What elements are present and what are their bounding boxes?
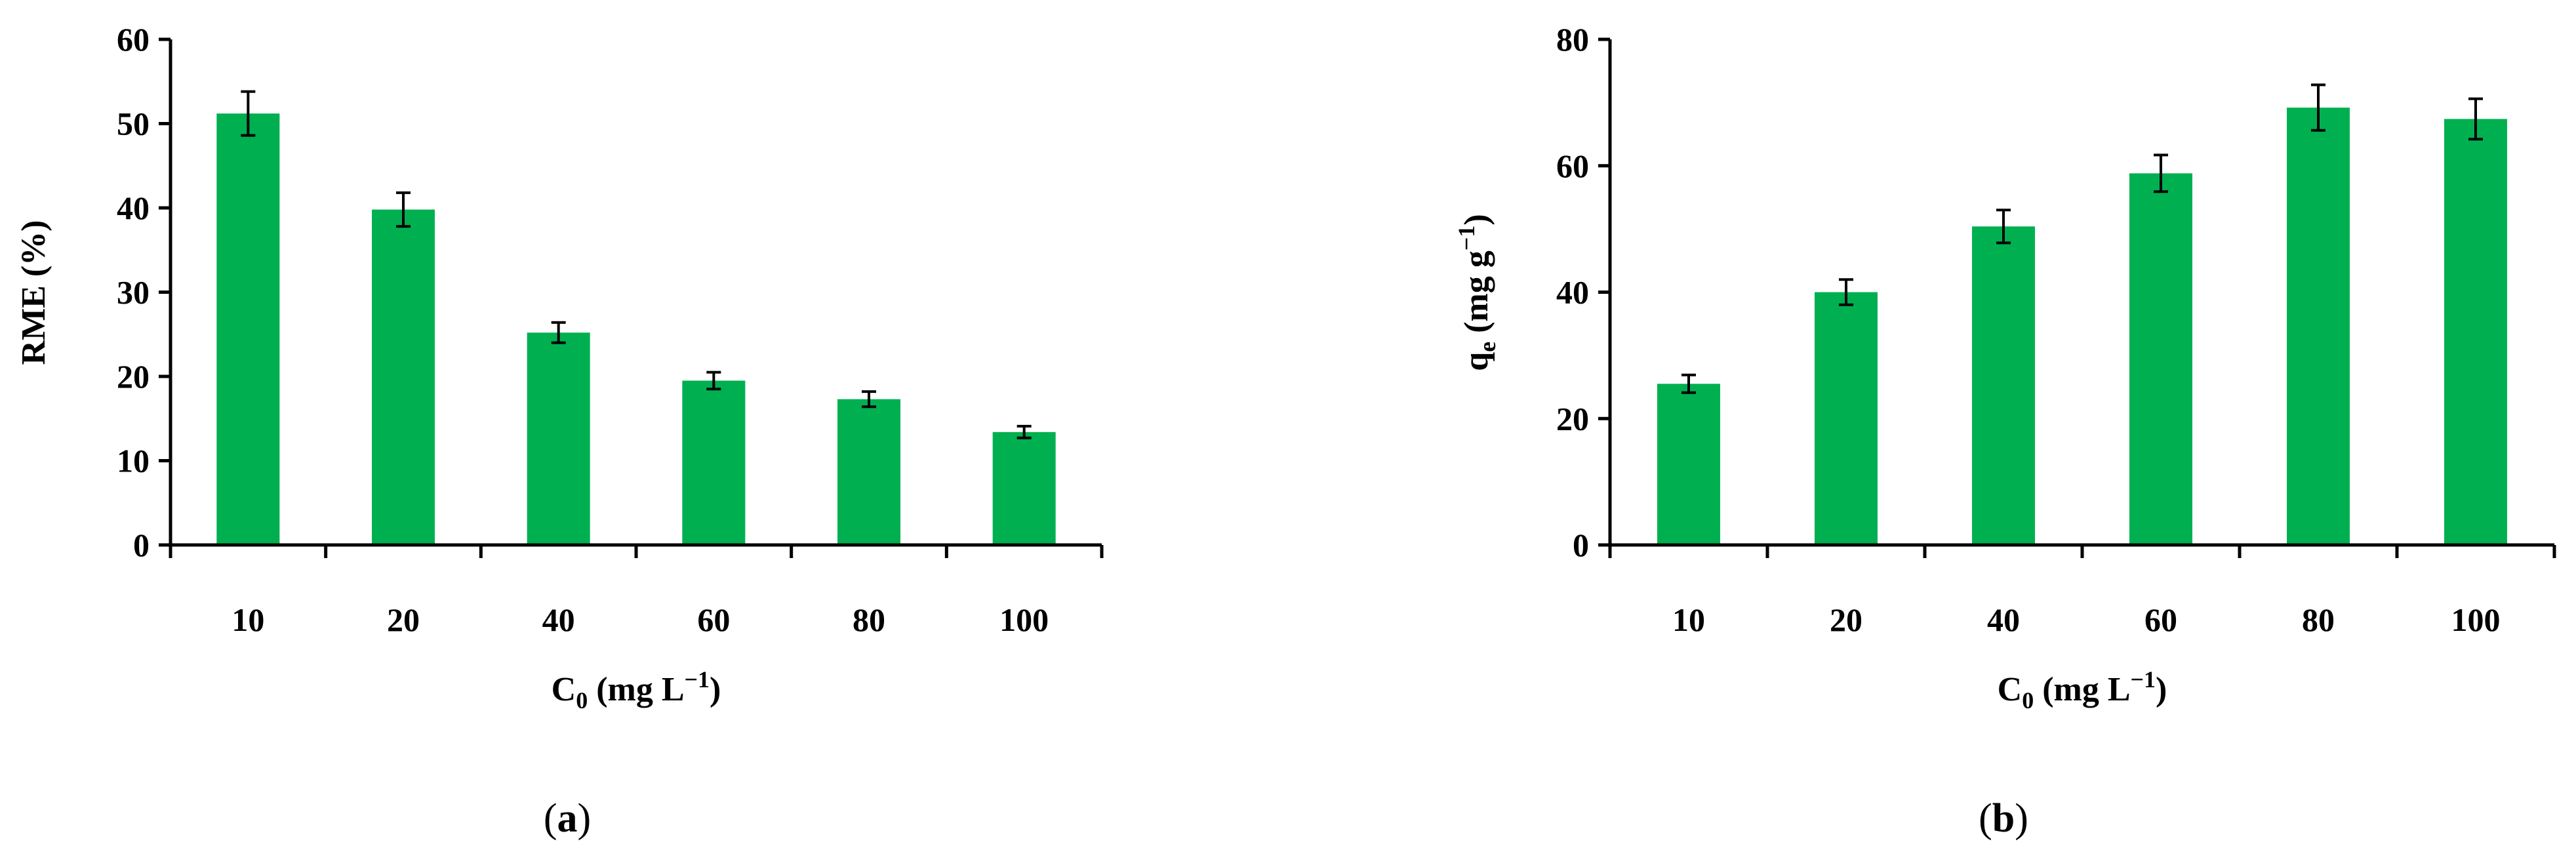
panel-label-b-letter: b bbox=[1992, 796, 2015, 841]
bar-b-20 bbox=[1815, 292, 1878, 545]
y-axis-title-a: RME (%) bbox=[15, 220, 52, 365]
x-axis-title-b-close: ) bbox=[2156, 671, 2167, 708]
panel-label-b: (b) bbox=[1979, 796, 2028, 841]
bar-a-100 bbox=[992, 432, 1056, 545]
panel-label-a-close: ) bbox=[578, 796, 592, 841]
x-axis-title-b-sup: −1 bbox=[2131, 666, 2156, 693]
error-bar-b-20 bbox=[1839, 278, 1853, 306]
bar-a-10 bbox=[216, 113, 280, 545]
error-bar-a-60 bbox=[706, 371, 721, 391]
panel-label-a: (a) bbox=[544, 796, 591, 841]
bar-a-40 bbox=[527, 332, 590, 545]
bar-b-80 bbox=[2287, 108, 2350, 545]
y-tick-label-a-30: 30 bbox=[117, 274, 150, 311]
x-tick-label-a-40: 40 bbox=[542, 601, 575, 638]
x-axis-title-a: C0 (mg L−1) bbox=[552, 666, 721, 714]
y-tick-label-a-50: 50 bbox=[117, 106, 150, 142]
y-tick-label-a-40: 40 bbox=[117, 190, 150, 226]
x-ticks-b: 10 20 40 60 80 100 bbox=[1608, 545, 2556, 638]
y-axis-title-b-close: ) bbox=[1458, 214, 1495, 225]
y-tick-label-a-20: 20 bbox=[117, 358, 150, 395]
error-bar-a-20 bbox=[396, 191, 411, 228]
y-tick-label-b-60: 60 bbox=[1556, 148, 1589, 184]
bars-a bbox=[216, 113, 1056, 545]
error-bar-a-80 bbox=[862, 390, 876, 409]
x-tick-label-b-10: 10 bbox=[1672, 601, 1705, 638]
bar-b-60 bbox=[2129, 173, 2192, 545]
error-bar-a-40 bbox=[551, 321, 566, 344]
bar-a-80 bbox=[837, 399, 900, 545]
y-tick-label-b-40: 40 bbox=[1556, 274, 1589, 311]
y-tick-label-a-60: 60 bbox=[117, 21, 150, 58]
y-ticks-b: 0 20 40 60 80 bbox=[1556, 21, 1610, 563]
y-tick-label-a-10: 10 bbox=[117, 443, 150, 479]
y-axis-title-b-sub: e bbox=[1474, 342, 1500, 352]
error-bars-b bbox=[1681, 83, 2483, 394]
x-ticks-a: 10 20 40 60 80 100 bbox=[169, 545, 1104, 638]
y-axis-title-b-sup: −1 bbox=[1453, 226, 1479, 251]
error-bar-a-10 bbox=[241, 90, 256, 137]
y-ticks-a: 0 10 20 30 40 50 60 bbox=[117, 21, 171, 563]
error-bar-b-80 bbox=[2311, 83, 2325, 132]
bar-a-60 bbox=[682, 380, 746, 545]
x-axis-title-b: C0 (mg L−1) bbox=[1998, 666, 2167, 714]
panel-label-b-close: ) bbox=[2015, 796, 2028, 841]
error-bar-a-100 bbox=[1016, 424, 1032, 439]
error-bar-b-10 bbox=[1681, 373, 1696, 394]
x-axis-title-a-close: ) bbox=[710, 671, 721, 708]
y-tick-label-b-20: 20 bbox=[1556, 400, 1589, 437]
x-axis-title-b-unit: (mg L bbox=[2034, 671, 2130, 708]
x-axis-title-a-sup: −1 bbox=[685, 666, 710, 693]
y-axis-title-b-unit: (mg g bbox=[1458, 251, 1495, 342]
x-tick-label-b-40: 40 bbox=[1987, 601, 2020, 638]
error-bar-b-100 bbox=[2468, 97, 2483, 141]
bars-b bbox=[1657, 108, 2507, 545]
x-tick-label-a-20: 20 bbox=[387, 601, 420, 638]
x-tick-label-a-60: 60 bbox=[697, 601, 730, 638]
x-tick-label-b-100: 100 bbox=[2451, 601, 2501, 638]
bar-a-20 bbox=[372, 209, 435, 545]
y-axis-title-b: qe (mg g−1) bbox=[1453, 214, 1500, 371]
y-tick-label-b-80: 80 bbox=[1556, 21, 1589, 58]
x-axis-title-b-sub: 0 bbox=[2022, 687, 2034, 714]
y-axis-title-b-main: q bbox=[1458, 352, 1495, 371]
y-tick-label-a-0: 0 bbox=[133, 527, 150, 563]
error-bars-a bbox=[241, 90, 1032, 439]
x-axis-title-a-unit: (mg L bbox=[588, 671, 684, 708]
x-tick-label-a-10: 10 bbox=[231, 601, 264, 638]
error-bar-b-40 bbox=[1996, 209, 2011, 245]
x-tick-label-b-80: 80 bbox=[2302, 601, 2335, 638]
error-bar-b-60 bbox=[2154, 153, 2168, 193]
bar-b-100 bbox=[2444, 119, 2507, 545]
bar-b-10 bbox=[1657, 384, 1720, 545]
y-tick-label-b-0: 0 bbox=[1573, 527, 1589, 563]
bar-b-40 bbox=[1972, 226, 2035, 545]
x-axis-title-a-sub: 0 bbox=[576, 687, 588, 714]
x-axis-title-a-main: C bbox=[552, 671, 576, 708]
panel-label-a-letter: a bbox=[557, 796, 578, 841]
x-axis-title-b-main: C bbox=[1998, 671, 2023, 708]
x-tick-label-a-100: 100 bbox=[999, 601, 1049, 638]
panel-label-b-open: ( bbox=[1979, 796, 1992, 841]
x-tick-label-a-80: 80 bbox=[853, 601, 885, 638]
x-tick-label-b-20: 20 bbox=[1830, 601, 1862, 638]
x-tick-label-b-60: 60 bbox=[2144, 601, 2177, 638]
panel-label-a-open: ( bbox=[544, 796, 557, 841]
